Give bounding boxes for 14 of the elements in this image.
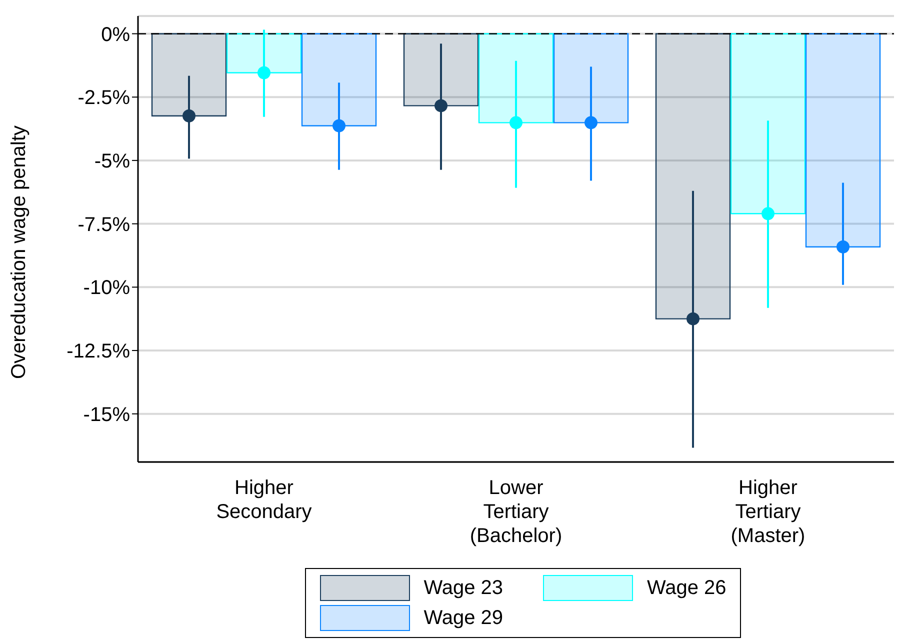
y-tick-label: -5%	[94, 150, 130, 173]
y-axis-title: Overeducation wage penalty	[8, 126, 30, 379]
x-tick-label: Higher Secondary	[216, 477, 312, 523]
legend-label: Wage 26	[647, 576, 726, 600]
y-tick-label: -12.5%	[66, 340, 130, 363]
x-tick-label: Higher Tertiary (Master)	[730, 477, 806, 547]
y-tick-label: -2.5%	[78, 87, 130, 110]
legend-label: Wage 29	[424, 606, 503, 630]
y-tick-label: -7.5%	[78, 214, 130, 236]
legend-label: Wage 23	[424, 576, 503, 600]
y-tick-label: 0%	[101, 24, 130, 46]
x-tick-label: Lower Tertiary (Bachelor)	[470, 477, 562, 547]
y-tick-label: -15%	[83, 404, 130, 426]
y-tick-label: -10%	[83, 277, 130, 300]
